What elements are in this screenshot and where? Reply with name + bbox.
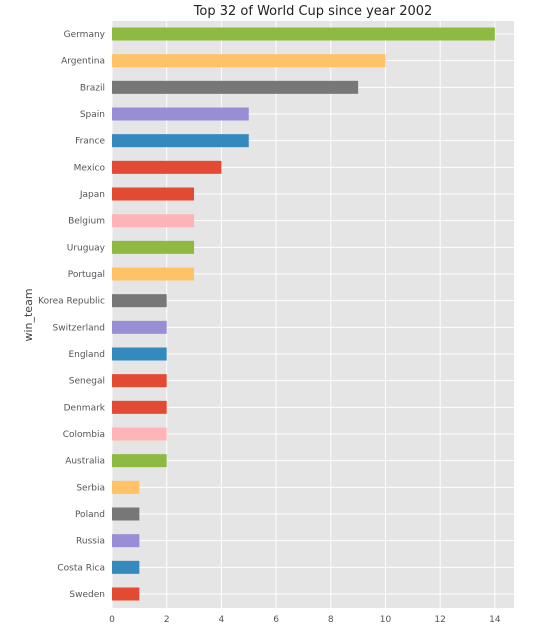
category-labels: Germany Argentina Brazil Spain France Mexico J… — [38, 30, 106, 600]
bar-mexico — [112, 160, 222, 174]
category-label: Switzerland — [53, 323, 106, 333]
category-label: Poland — [75, 510, 105, 520]
category-label: Sweden — [69, 590, 105, 600]
bar-germany — [112, 27, 495, 41]
bar-switzerland — [112, 320, 167, 334]
bar-england — [112, 347, 167, 361]
bar-sweden — [112, 587, 140, 601]
category-label: Denmark — [64, 403, 106, 413]
category-label: England — [68, 350, 105, 360]
bar-costa-rica — [112, 560, 140, 574]
category-label: Costa Rica — [57, 563, 105, 573]
bar-brazil — [112, 80, 359, 94]
category-label: Korea Republic — [38, 297, 105, 307]
category-label: Mexico — [74, 163, 106, 173]
bar-denmark — [112, 400, 167, 414]
x-tick-label: 14 — [489, 615, 501, 625]
y-axis-label: win_team — [22, 288, 35, 341]
category-label: Brazil — [80, 83, 105, 93]
category-label: France — [75, 137, 105, 147]
category-label: Germany — [64, 30, 106, 40]
bar-belgium — [112, 214, 195, 228]
x-tick-label: 6 — [273, 615, 279, 625]
bar-japan — [112, 187, 195, 201]
category-label: Australia — [65, 457, 105, 467]
category-label: Belgium — [68, 217, 105, 227]
category-label: Colombia — [63, 430, 105, 440]
x-tick-labels: 0 2 4 6 8 10 12 14 — [109, 615, 501, 625]
bar-france — [112, 134, 249, 148]
chart-title: Top 32 of World Cup since year 2002 — [193, 4, 433, 19]
bar-russia — [112, 534, 140, 548]
category-label: Uruguay — [67, 243, 106, 253]
bars — [112, 27, 495, 601]
category-label: Spain — [80, 110, 105, 120]
x-tick-label: 4 — [219, 615, 225, 625]
bar-senegal — [112, 374, 167, 388]
bar-australia — [112, 454, 167, 468]
x-tick-label: 12 — [434, 615, 445, 625]
bar-serbia — [112, 480, 140, 494]
bar-spain — [112, 107, 249, 121]
x-tick-label: 0 — [109, 615, 115, 625]
category-label: Japan — [79, 190, 105, 200]
x-tick-label: 2 — [164, 615, 170, 625]
bar-colombia — [112, 427, 167, 441]
x-tick-label: 10 — [380, 615, 392, 625]
bar-poland — [112, 507, 140, 521]
category-label: Russia — [76, 537, 105, 547]
x-tick-label: 8 — [328, 615, 334, 625]
category-label: Portugal — [68, 270, 105, 280]
category-label: Senegal — [69, 377, 105, 387]
category-label: Argentina — [61, 57, 105, 67]
category-label: Serbia — [76, 483, 105, 493]
bar-korea-republic — [112, 294, 167, 308]
bar-portugal — [112, 267, 195, 281]
bar-uruguay — [112, 240, 195, 254]
bar-argentina — [112, 54, 386, 68]
